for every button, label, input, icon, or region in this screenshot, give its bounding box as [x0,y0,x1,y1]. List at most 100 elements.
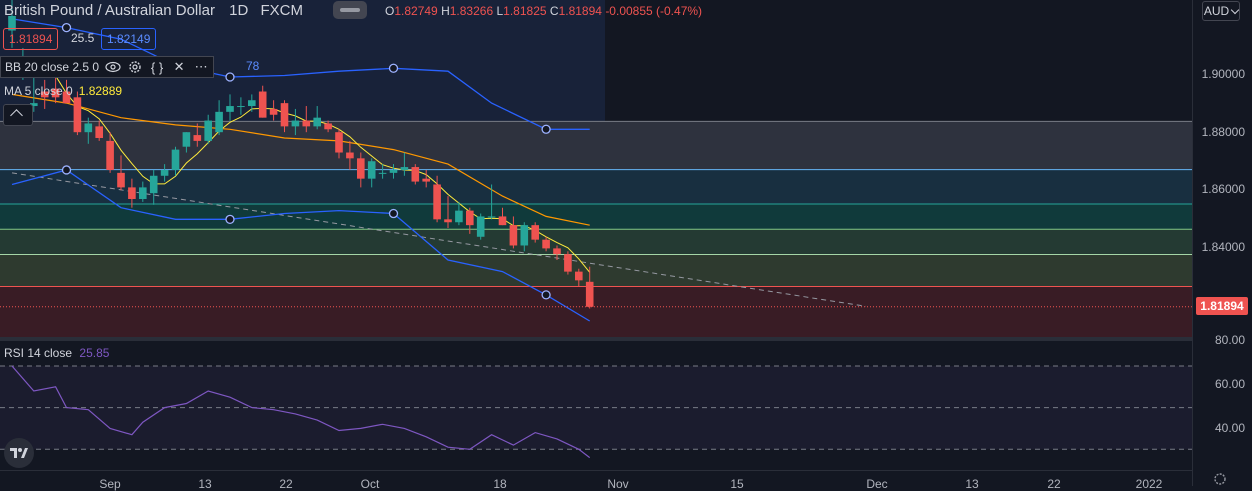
bb-point [388,63,399,73]
candle-body [62,91,71,104]
candle-body [564,254,572,272]
candle-body [466,210,474,226]
change-value: -0.00855 (-0.47%) [605,4,703,18]
candle-body [324,123,332,130]
dots-icon [340,8,360,12]
fib-zone [0,286,1192,337]
candle-body [269,108,278,115]
ma-value: 1.82889 [78,84,123,98]
candle-body [73,97,82,133]
high-value: 1.83266 [449,4,494,18]
candle-body [95,126,103,138]
eye-icon[interactable] [105,59,121,75]
candle-body [40,91,49,98]
rsi-tick: 40.00 [1214,421,1245,435]
candle-body [280,103,289,127]
close-icon[interactable]: ✕ [173,59,185,74]
candle-body [346,152,354,159]
time-tick: Sep [99,477,121,491]
candle-body [487,216,496,218]
candle-body [182,132,191,147]
gear-icon[interactable] [1213,472,1229,485]
candle-body [313,117,321,127]
candle-body [237,106,245,108]
candle-body [411,167,420,182]
time-tick: 22 [1047,477,1061,491]
ma-legend[interactable]: MA 5 close 0 1.82889 [0,81,126,101]
candle-body [378,172,387,174]
candle-body [258,91,267,118]
symbol-title[interactable]: British Pound / Australian Dollar [4,2,215,19]
candle-body [476,216,485,237]
rsi-tick: 60.00 [1214,377,1245,391]
bb-legend[interactable]: BB 20 close 2.5 0 { } ✕ ⋯ [0,56,215,78]
bb-point [225,72,235,82]
price-tick: 1.84000 [1201,240,1245,254]
sell-button[interactable]: 1.81894 [3,28,59,50]
fib-zone [0,121,1192,170]
time-tick: 13 [965,477,979,491]
time-tick: 15 [730,477,744,491]
bb-lower-line [11,169,591,322]
candle-body [335,132,343,153]
candle-body [204,120,212,141]
bb-point [61,22,72,33]
rsi-pane[interactable] [0,341,1192,468]
candle-body [542,239,550,249]
time-tick: 13 [198,477,212,491]
candle-body [498,216,507,226]
ma-label: MA 5 close 0 [4,84,73,98]
buy-button[interactable]: 1.82149 [101,28,157,50]
time-tick: Nov [607,477,629,491]
symbol-legend[interactable]: British Pound / Australian Dollar 1D FXC… [4,2,303,19]
last-price-label: 1.81894 [1196,297,1248,315]
candle-body [357,158,365,179]
price-tick: 1.90000 [1201,67,1245,81]
currency-selector[interactable]: AUD [1202,1,1240,21]
bb-point [541,124,551,134]
time-tick: Dec [866,477,888,491]
time-axis[interactable] [0,470,1192,487]
candle-body [8,15,16,31]
time-tick: 18 [493,477,507,491]
candle-body [367,161,376,179]
close-value: 1.81894 [558,4,602,18]
price-pane[interactable] [0,0,1192,337]
candle-body [226,106,234,112]
more-icon[interactable]: ⋯ [194,59,208,74]
interval-label[interactable]: 1D [229,2,249,19]
candle-body [193,135,202,141]
fib-zone [0,254,1192,287]
fib-zone [0,229,1192,255]
candle-body [520,225,529,246]
candle-body [400,167,409,170]
rsi-tick: 80.00 [1214,333,1245,347]
pane-divider[interactable] [0,337,1192,341]
time-tick: 2022 [1135,477,1163,491]
open-value: 1.82749 [394,4,438,18]
rsi-line [11,365,591,459]
candle-body [171,149,180,170]
visibility-toggle[interactable] [333,1,367,19]
ohlc-values: O1.82749 H1.83266 L1.81825 C1.81894 -0.0… [385,4,703,18]
source-label: FXCM [260,2,303,19]
time-tick: 22 [279,477,293,491]
candle-body [302,120,311,127]
gear-icon[interactable] [127,59,143,75]
rsi-legend[interactable]: RSI 14 close 25.85 [4,346,109,360]
candle-body [509,225,518,246]
tradingview-logo-icon[interactable] [4,438,34,468]
candle-body [149,175,158,194]
collapse-legend-button[interactable] [3,104,33,126]
candle-body [433,184,441,220]
price-axis[interactable]: 1.90000 1.88000 1.86000 1.84000 80.00 60… [1192,0,1252,486]
bb-point [225,214,235,224]
chevron-down-icon [1230,5,1240,14]
low-value: 1.81825 [503,4,547,18]
candlestick-chart[interactable] [0,0,1192,337]
price-tick: 1.88000 [1201,125,1245,139]
bb-basis-line [11,93,590,226]
braces-icon[interactable]: { } [150,59,164,75]
candle-body [139,187,147,200]
candle-body [422,178,430,182]
